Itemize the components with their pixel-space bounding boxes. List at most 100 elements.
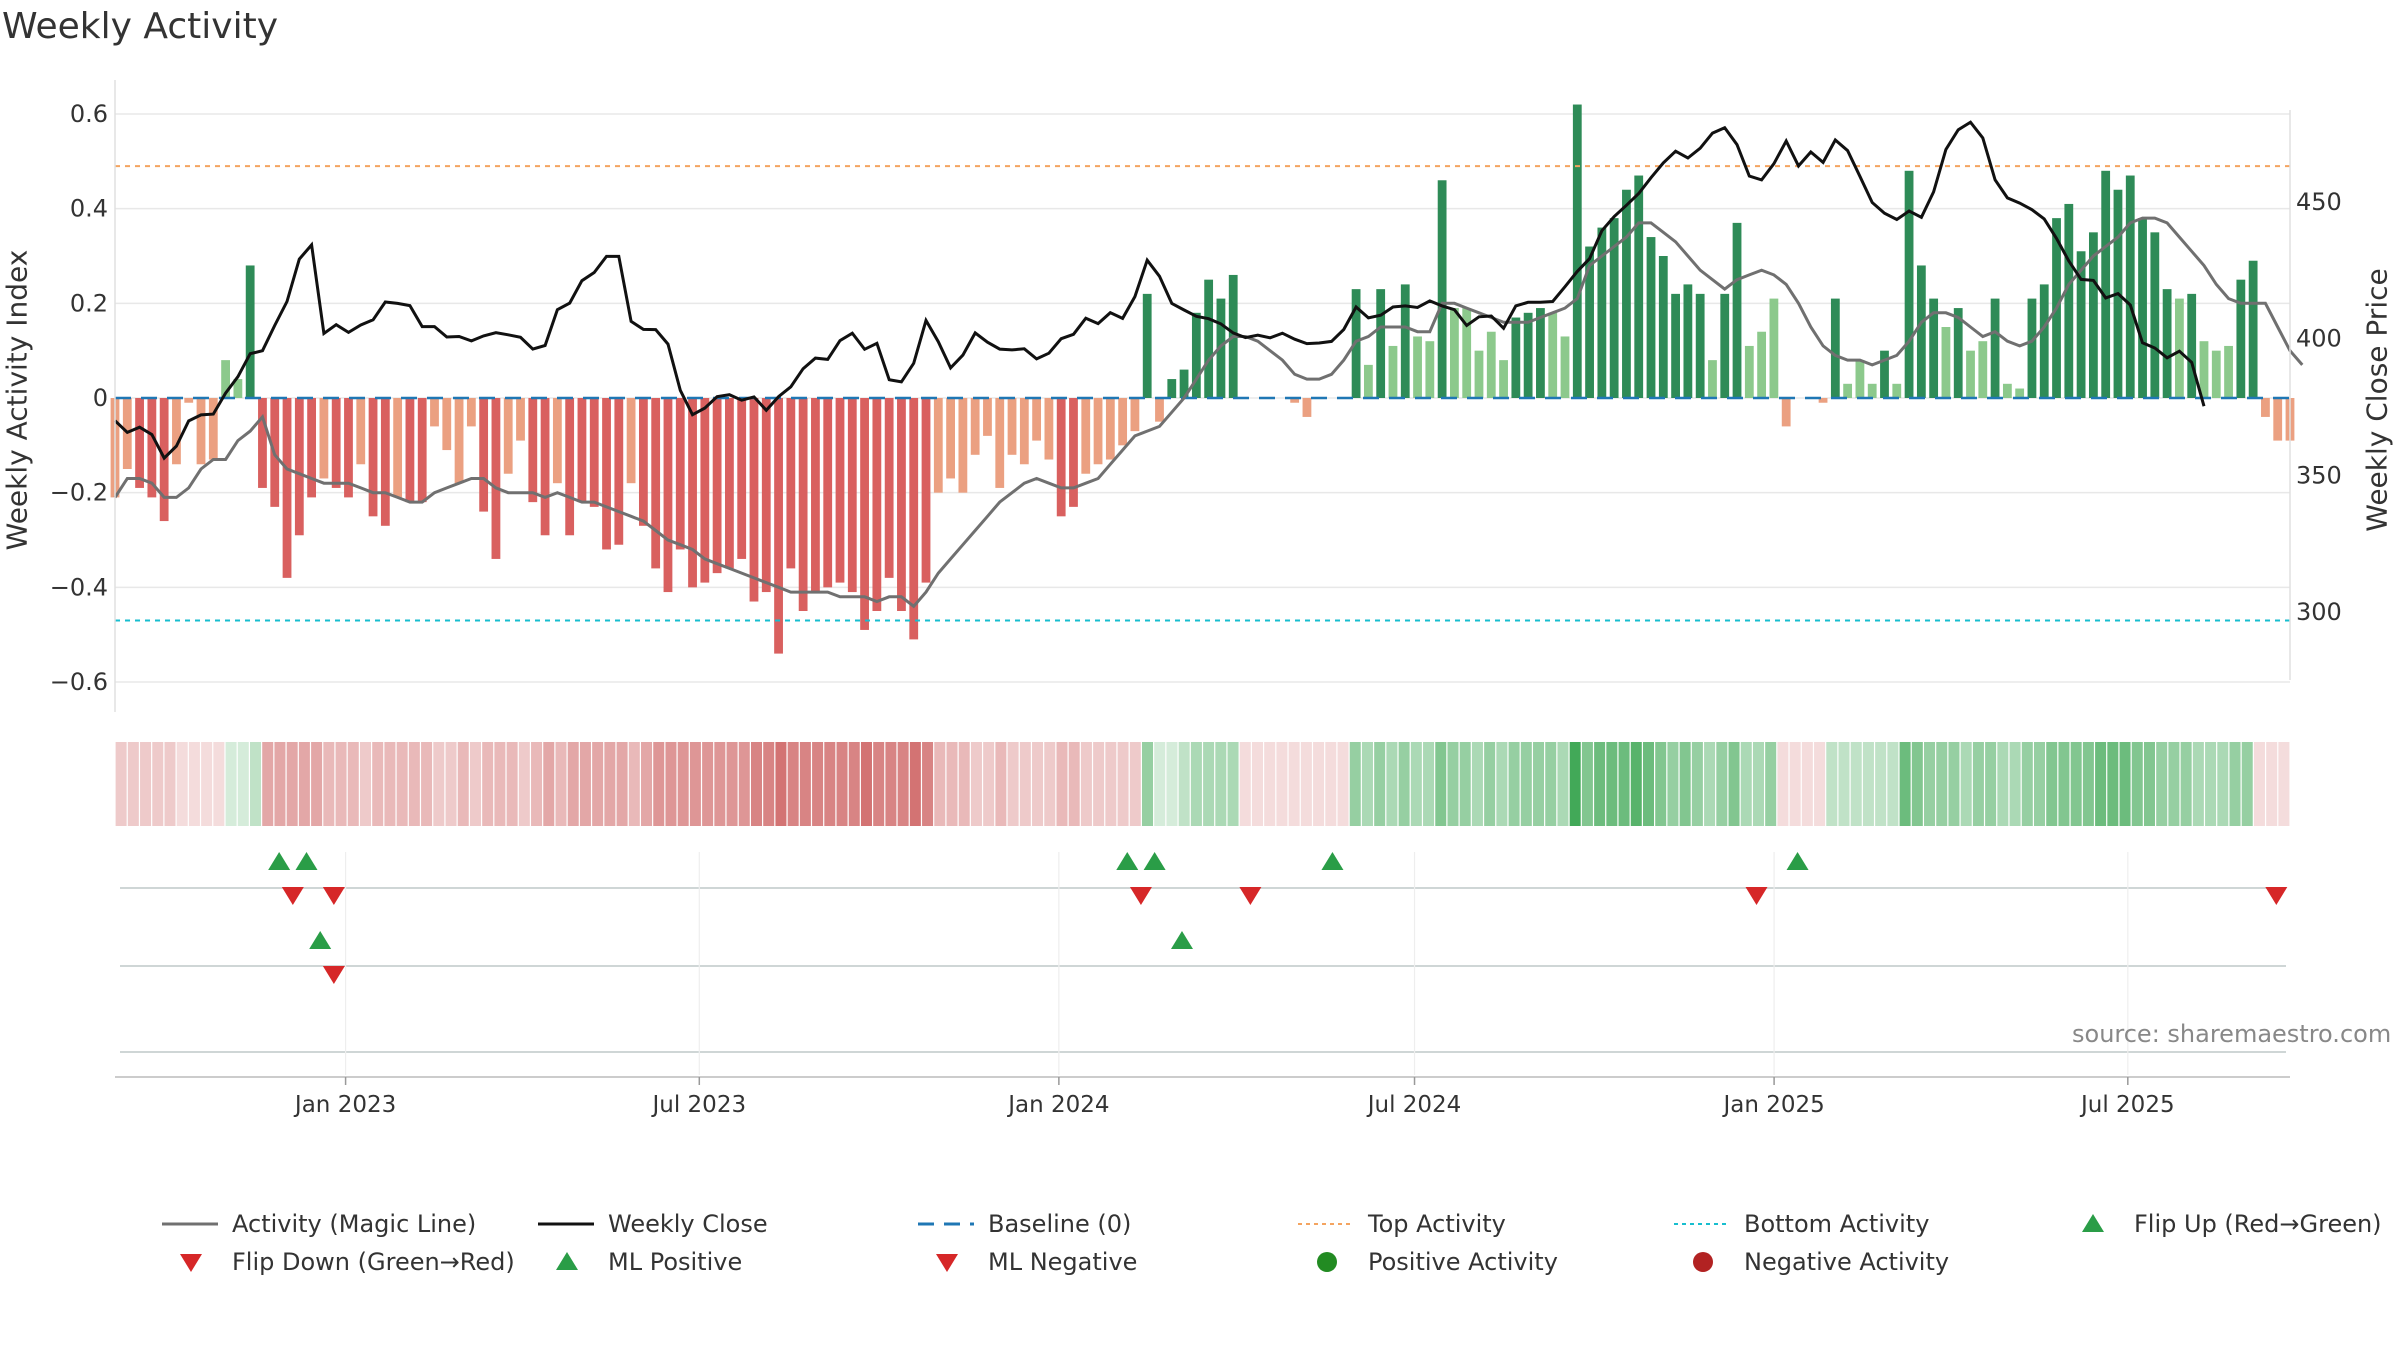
heatmap-cell (2107, 742, 2119, 826)
heatmap-cell (824, 742, 836, 826)
heatmap-cell (750, 742, 763, 826)
activity-bar (577, 398, 587, 503)
y2-tick-label: 400 (2296, 325, 2342, 353)
heatmap-cell (1569, 742, 1581, 826)
activity-bar (995, 398, 1005, 488)
heatmap-cell (1337, 742, 1349, 826)
activity-bar (1523, 312, 1533, 398)
activity-bar (860, 398, 869, 630)
activity-bar (2064, 203, 2074, 398)
heatmap-cell (408, 742, 420, 826)
axes: 0.6 0.4 0.2 0 −0.2 −0.4 −0.6 450 400 350 300 (50, 80, 2342, 712)
heatmap-cell (1801, 742, 1813, 826)
heatmap-cell (983, 742, 995, 826)
heatmap-cell (775, 742, 787, 826)
line-swatch-icon (538, 1222, 594, 1226)
activity-bar (2015, 388, 2025, 398)
activity-bar (749, 398, 759, 602)
activity-bar (1179, 369, 1189, 398)
activity-bar (1167, 379, 1177, 398)
activity-bar (1953, 308, 1963, 398)
heatmap-cell (298, 742, 310, 826)
flip-down-marker (1239, 887, 1262, 905)
activity-heatmap-strip (115, 742, 2290, 826)
heatmap-cell (433, 742, 445, 826)
circle-icon (1693, 1252, 1713, 1272)
activity-bar (319, 398, 329, 479)
activity-bar (1400, 284, 1410, 398)
y-tick-label: −0.6 (50, 668, 108, 696)
series-lines (113, 120, 2304, 609)
heatmap-cell (1032, 742, 1044, 826)
activity-bar (884, 398, 894, 578)
activity-bar (356, 398, 366, 465)
heatmap-cell (1875, 742, 1887, 826)
activity-bar (1413, 336, 1422, 398)
activity-bar (1204, 279, 1214, 398)
heatmap-cell (469, 742, 481, 826)
heatmap-cell (2217, 742, 2229, 826)
activity-bar (1597, 227, 1607, 398)
heatmap-cell (250, 742, 262, 826)
y-tick-label: −0.2 (50, 479, 108, 507)
activity-bar (1019, 398, 1029, 465)
heatmap-cell (1545, 742, 1557, 826)
heatmap-cell (1313, 742, 1325, 826)
heatmap-cell (1166, 742, 1178, 826)
activity-bar (1437, 180, 1447, 398)
heatmap-cell (506, 742, 518, 826)
activity-bar (196, 398, 206, 465)
activity-bar (233, 379, 243, 398)
heatmap-cell (604, 742, 616, 826)
heatmap-cell (2168, 742, 2180, 826)
x-tick-label: Jul 2025 (2079, 1092, 2175, 1118)
heatmap-cell (1985, 742, 1997, 826)
heatmap-cell (1044, 742, 1056, 826)
activity-bar (221, 360, 230, 398)
line-swatch-icon (918, 1222, 974, 1226)
heatmap-cell (1288, 742, 1300, 826)
heatmap-cell (897, 742, 909, 826)
heatmap-cell (1117, 742, 1129, 826)
heatmap-cell (1129, 742, 1141, 826)
x-tick-label: Jan 2025 (1721, 1092, 1824, 1118)
activity-bar (688, 398, 697, 588)
heatmap-cell (1459, 742, 1471, 826)
activity-bar (1966, 350, 1975, 398)
flip-up-marker (268, 852, 291, 870)
activity-bar (1363, 364, 1373, 398)
heatmap-cell (1948, 742, 1960, 826)
signal-markers (120, 852, 2288, 1075)
activity-bar (1093, 398, 1103, 465)
activity-bar (970, 398, 980, 455)
line-swatch-icon (1298, 1223, 1354, 1225)
legend-label: Top Activity (1368, 1210, 1506, 1238)
legend-label: Weekly Close (608, 1210, 768, 1238)
x-tick-label: Jul 2024 (1366, 1092, 1462, 1118)
heatmap-cell (1716, 742, 1728, 826)
activity-bar (172, 398, 181, 465)
activity-bar (589, 398, 599, 507)
activity-bar (798, 398, 808, 611)
activity-bar (2027, 298, 2037, 398)
heatmap-cell (1960, 742, 1972, 826)
heatmap-cell (812, 742, 824, 826)
activity-bar (1646, 237, 1656, 398)
heatmap-cell (1508, 742, 1520, 826)
heatmap-cell (1899, 742, 1911, 826)
activity-bar (2187, 293, 2197, 398)
heatmap-cell (1581, 742, 1593, 826)
activity-bars (110, 104, 2295, 654)
activity-bar (638, 398, 648, 526)
ml-negative-marker (322, 966, 345, 984)
heatmap-cell (1068, 742, 1080, 826)
circle-icon (1317, 1252, 1337, 1272)
legend-item: ML Positive (536, 1248, 742, 1276)
heatmap-cell (2241, 742, 2253, 826)
activity-bar (1044, 398, 1054, 460)
heatmap-cell (1019, 742, 1031, 826)
heatmap-cell (531, 742, 543, 826)
activity-bar (1929, 298, 1939, 398)
heatmap-cell (1752, 742, 1764, 826)
activity-bar (602, 398, 611, 550)
